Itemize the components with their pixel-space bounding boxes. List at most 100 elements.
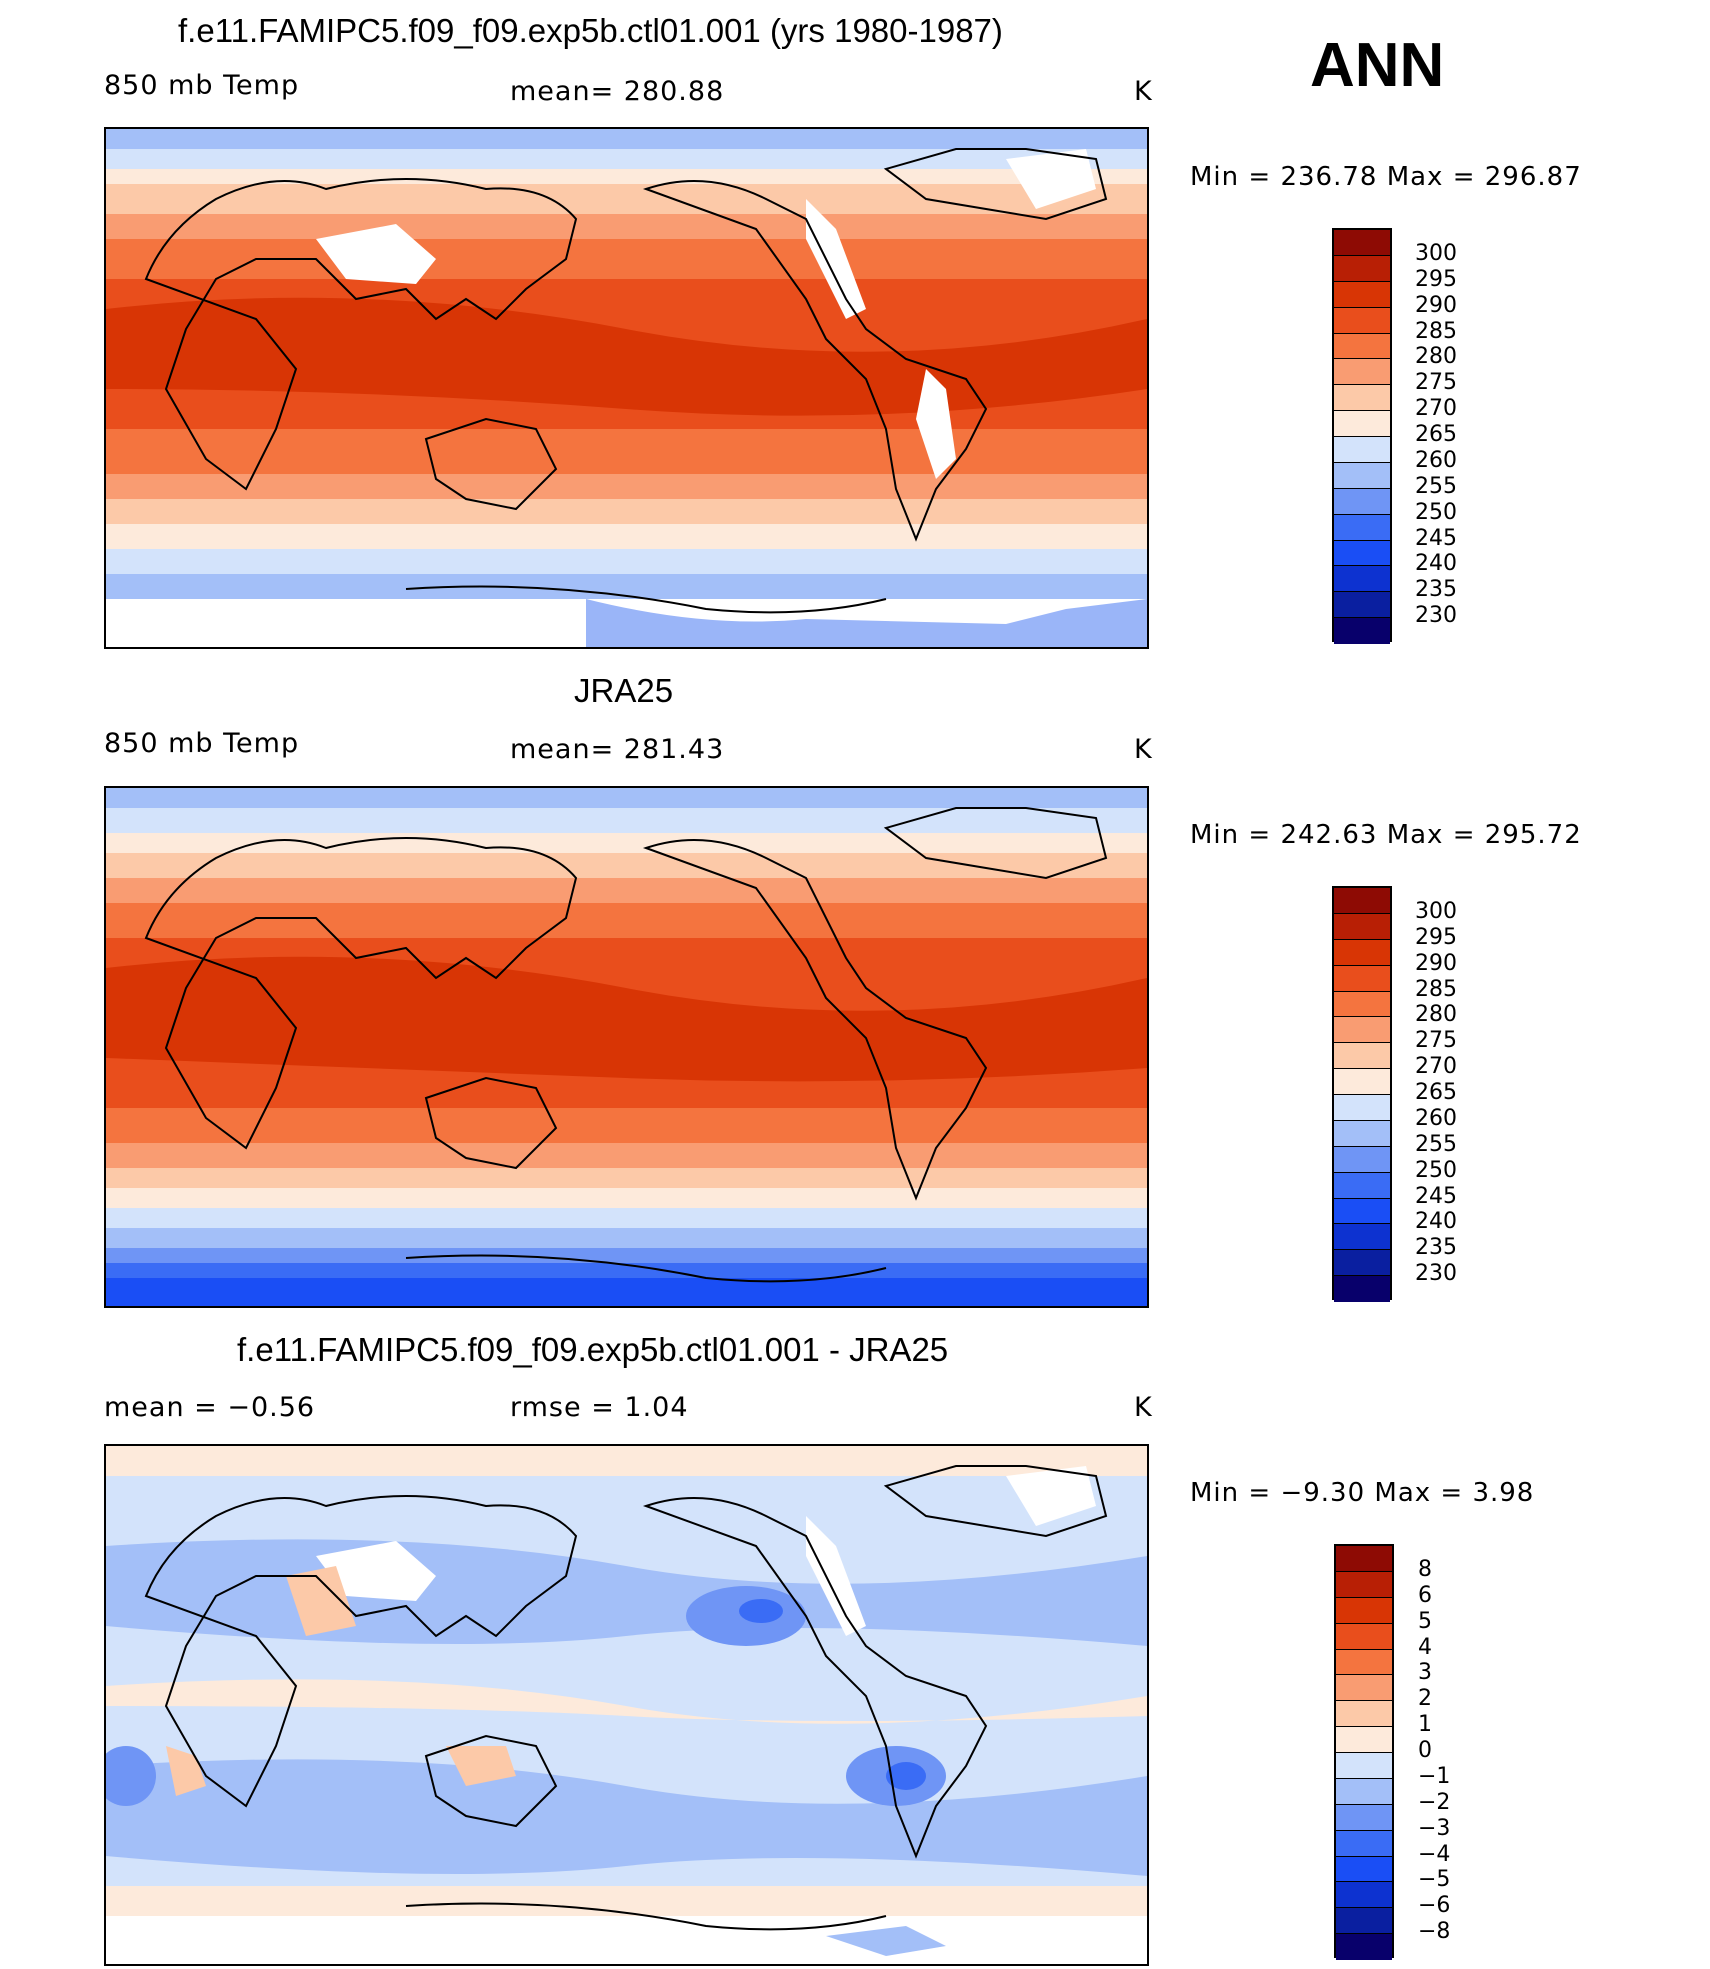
colorbar-tick-label: 270	[1415, 1054, 1457, 1080]
colorbar-tick-label: −1	[1418, 1763, 1451, 1789]
colorbar-swatch	[1334, 307, 1390, 334]
colorbar-tick-label: 300	[1415, 240, 1457, 266]
colorbar-swatch	[1334, 1276, 1390, 1302]
colorbar-swatch	[1334, 991, 1390, 1018]
colorbar-tick-label: 245	[1415, 525, 1457, 551]
colorbar-swatch	[1334, 1172, 1390, 1199]
colorbar-tick-label: −4	[1418, 1841, 1451, 1867]
colorbar-tick-label: −6	[1418, 1893, 1451, 1919]
units-label: K	[1134, 76, 1153, 107]
colorbar-swatch	[1334, 965, 1390, 992]
panel-title: f.e11.FAMIPC5.f09_f09.exp5b.ctl01.001 - …	[237, 1331, 949, 1368]
colorbar-tick-label: 265	[1415, 422, 1457, 447]
colorbar-tick-label: 285	[1415, 318, 1457, 344]
colorbar-tick-label: 0	[1418, 1738, 1432, 1763]
colorbar-swatch	[1334, 333, 1390, 360]
colorbar-swatch	[1334, 888, 1390, 914]
colorbar-swatch	[1336, 1546, 1392, 1572]
colorbar-tick-label: 1	[1418, 1712, 1432, 1738]
mean-label: mean = −0.56	[104, 1392, 316, 1423]
colorbar-tick-label: 300	[1415, 898, 1457, 924]
season-label: ANN	[1310, 31, 1445, 100]
colorbar-tick-label: 240	[1415, 551, 1457, 577]
minmax-label: Min = 236.78 Max = 296.87	[1190, 162, 1582, 192]
colorbar-tick-label: 3	[1418, 1660, 1432, 1686]
mean-label: mean= 281.43	[510, 734, 725, 765]
colorbar-tick-label: 290	[1415, 950, 1457, 976]
minmax-label: Min = −9.30 Max = 3.98	[1190, 1478, 1535, 1508]
colorbar-swatch	[1334, 462, 1390, 489]
colorbar-swatch	[1336, 1597, 1392, 1624]
colorbar-tick-label: 250	[1415, 499, 1457, 525]
difference-colorbar	[1334, 1544, 1394, 1960]
colorbar-swatch	[1336, 1830, 1392, 1857]
colorbar-tick-label: 6	[1418, 1582, 1432, 1608]
colorbar-tick-label: 290	[1415, 292, 1457, 318]
colorbar-tick-label: 235	[1415, 1235, 1457, 1261]
colorbar-tick-label: 245	[1415, 1183, 1457, 1209]
colorbar-swatch	[1336, 1804, 1392, 1831]
colorbar-swatch	[1334, 488, 1390, 515]
colorbar-swatch	[1334, 913, 1390, 940]
colorbar-tick-label: −8	[1418, 1919, 1451, 1945]
colorbar-tick-label: 275	[1415, 1028, 1457, 1054]
colorbar-swatch	[1334, 1069, 1390, 1095]
colorbar-swatch	[1334, 618, 1390, 644]
colorbar-swatch	[1334, 437, 1390, 463]
temperature-colorbar	[1332, 886, 1392, 1302]
colorbar-tick-label: 255	[1415, 1131, 1457, 1157]
colorbar-swatch	[1334, 1250, 1390, 1277]
colorbar-tick-label: 275	[1415, 370, 1457, 396]
colorbar-swatch	[1334, 939, 1390, 966]
colorbar-tick-label: 230	[1415, 603, 1457, 629]
colorbar-tick-label: 260	[1415, 447, 1457, 473]
colorbar-swatch	[1334, 540, 1390, 567]
colorbar-tick-label: 295	[1415, 924, 1457, 950]
colorbar-tick-label: −5	[1418, 1867, 1451, 1893]
units-label: K	[1134, 1392, 1153, 1423]
reanalysis-temperature-map	[104, 786, 1149, 1308]
colorbar-tick-label: 270	[1415, 396, 1457, 422]
colorbar-swatch	[1336, 1856, 1392, 1883]
colorbar-swatch	[1336, 1882, 1392, 1909]
colorbar-swatch	[1334, 255, 1390, 282]
colorbar-swatch	[1336, 1701, 1392, 1728]
colorbar-swatch	[1336, 1623, 1392, 1650]
colorbar-swatch	[1336, 1778, 1392, 1805]
colorbar-swatch	[1334, 1146, 1390, 1173]
colorbar-swatch	[1336, 1675, 1392, 1702]
colorbar-tick-label: −2	[1418, 1789, 1451, 1815]
difference-map	[104, 1444, 1149, 1966]
colorbar-swatch	[1334, 1120, 1390, 1147]
colorbar-tick-label: 260	[1415, 1105, 1457, 1131]
colorbar-swatch	[1334, 1198, 1390, 1225]
colorbar-tick-label: 235	[1415, 577, 1457, 603]
colorbar-tick-label: 265	[1415, 1080, 1457, 1105]
units-label: K	[1134, 734, 1153, 765]
colorbar-tick-label: 255	[1415, 473, 1457, 499]
colorbar-swatch	[1334, 359, 1390, 386]
variable-label: 850 mb Temp	[104, 728, 300, 759]
colorbar-swatch	[1334, 592, 1390, 619]
colorbar-swatch	[1336, 1908, 1392, 1935]
variable-label: 850 mb Temp	[104, 70, 300, 101]
colorbar-tick-label: 280	[1415, 1002, 1457, 1028]
rmse-label: rmse = 1.04	[510, 1392, 689, 1423]
colorbar-tick-label: 8	[1418, 1556, 1432, 1582]
model-temperature-map	[104, 127, 1149, 649]
colorbar-swatch	[1334, 230, 1390, 256]
colorbar-tick-label: 250	[1415, 1157, 1457, 1183]
colorbar-tick-label: 295	[1415, 266, 1457, 292]
panel-title: JRA25	[574, 672, 674, 709]
colorbar-swatch	[1334, 1043, 1390, 1070]
colorbar-tick-label: 285	[1415, 976, 1457, 1002]
colorbar-swatch	[1336, 1649, 1392, 1676]
colorbar-swatch	[1334, 411, 1390, 437]
colorbar-tick-label: 230	[1415, 1261, 1457, 1287]
minmax-label: Min = 242.63 Max = 295.72	[1190, 820, 1582, 850]
colorbar-tick-label: −3	[1418, 1815, 1451, 1841]
colorbar-swatch	[1336, 1727, 1392, 1753]
colorbar-swatch	[1334, 566, 1390, 593]
colorbar-tick-label: 280	[1415, 344, 1457, 370]
colorbar-tick-label: 240	[1415, 1209, 1457, 1235]
